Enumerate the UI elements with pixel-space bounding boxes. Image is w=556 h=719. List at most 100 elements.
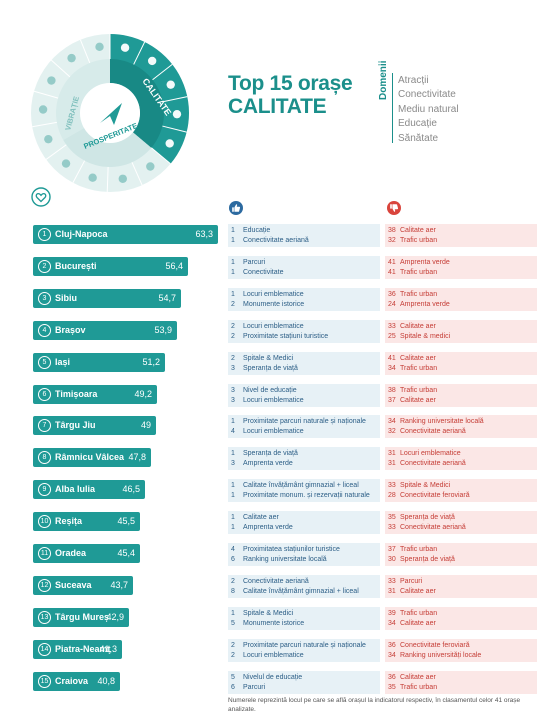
city-name: Craiova xyxy=(55,676,89,686)
indicator-name: Ranking universitate locală xyxy=(400,418,484,425)
indicator-name: Conectivitate aeriană xyxy=(400,459,466,467)
indicator-line: 3 Amprenta verde xyxy=(231,459,380,469)
indicator-rank: 31 xyxy=(388,450,396,457)
indicator-rank: 8 xyxy=(231,587,235,595)
indicator-rank: 2 xyxy=(231,332,235,340)
page-title: Top 15 orașe CALITATE xyxy=(228,72,353,118)
city-name: Sibiu xyxy=(55,293,77,303)
domains-list: Atracții Conectivitate Mediu natural Edu… xyxy=(398,74,459,146)
indicator-name: Calitate aer xyxy=(400,587,436,595)
indicator-line: 6 Parcuri xyxy=(231,683,380,693)
rank-badge: 1 xyxy=(38,228,51,241)
domain-item: Atracții xyxy=(398,75,429,86)
indicator-name: Calitate aer xyxy=(400,323,436,330)
indicator-line: 31 Calitate aer xyxy=(388,587,537,597)
indicator-rank: 2 xyxy=(231,300,235,308)
indicator-name: Trafic urban xyxy=(400,236,438,244)
category-icon xyxy=(118,174,127,183)
indicator-rank: 2 xyxy=(231,355,235,362)
indicator-line: 38 Trafic urban xyxy=(388,386,537,396)
indicator-name: Spitale & Medici xyxy=(243,355,294,362)
indicator-name: Proximitate monum. și rezervații natural… xyxy=(243,491,370,499)
indicator-rank: 2 xyxy=(231,323,235,330)
heart-icon xyxy=(31,187,51,207)
wheel-spoke xyxy=(162,125,187,133)
indicator-name: Locuri emblematice xyxy=(400,450,461,457)
city-bar: 7 Târgu Jiu 49 xyxy=(33,416,156,435)
strengths-box: 5 Nivelul de educație 6 Parcuri xyxy=(228,671,380,694)
indicator-name: Speranța de viață xyxy=(400,514,455,521)
indicator-name: Trafic urban xyxy=(400,291,438,298)
weaknesses-box: 33 Spitale & Medici 28 Conectivitate ferovi… xyxy=(385,479,537,502)
category-icon xyxy=(166,80,175,89)
indicator-rank: 28 xyxy=(388,491,396,499)
indicator-rank: 1 xyxy=(231,291,235,298)
weaknesses-box: 38 Trafic urban 37 Calitate aer xyxy=(385,384,537,407)
indicator-name: Conectivitate aeriană xyxy=(400,523,466,531)
indicator-name: Proximitate parcuri naturale și național… xyxy=(243,418,366,425)
wheel-spoke xyxy=(33,90,59,99)
indicator-line: 37 Trafic urban xyxy=(388,545,537,555)
strengths-box: 1 Speranța de viață 3 Amprenta verde xyxy=(228,447,380,470)
city-score: 56,4 xyxy=(165,261,183,271)
domain-item: Educație xyxy=(398,118,437,130)
indicator-name: Conectivitate aeriană xyxy=(400,427,466,435)
indicator-line: 1 Proximitate monum. și rezervații natura… xyxy=(231,491,380,501)
indicator-rank: 33 xyxy=(388,523,396,531)
indicator-line: 4 Locuri emblematice xyxy=(231,427,380,437)
city-name: Brașov xyxy=(55,325,86,335)
indicator-rank: 34 xyxy=(388,364,396,372)
indicator-rank: 2 xyxy=(231,651,235,659)
indicator-name: Spitale & Medici xyxy=(400,482,451,489)
indicator-line: 34 Ranking universitate locală xyxy=(388,417,537,427)
city-bar: 13 Târgu Mureș 42,9 xyxy=(33,608,129,627)
indicator-line: 41 Amprenta verde xyxy=(388,258,537,268)
indicator-line: 2 Spitale & Medici xyxy=(231,354,380,364)
indicator-rank: 33 xyxy=(388,323,396,330)
strengths-box: 1 Parcuri 1 Conectivitate xyxy=(228,256,380,279)
indicator-name: Amprenta verde xyxy=(400,259,450,266)
indicator-name: Trafic urban xyxy=(400,610,438,617)
indicator-line: 33 Calitate aer xyxy=(388,322,537,332)
indicator-line: 34 Ranking universități locale xyxy=(388,651,537,661)
indicator-rank: 35 xyxy=(388,514,396,521)
domains-label: Domenii xyxy=(378,60,389,100)
indicator-name: Trafic urban xyxy=(400,364,438,372)
indicator-rank: 1 xyxy=(231,514,235,521)
indicator-rank: 2 xyxy=(231,642,235,649)
indicator-rank: 34 xyxy=(388,418,396,425)
wheel-spoke xyxy=(151,147,171,165)
indicator-line: 1 Conectivitate xyxy=(231,268,380,278)
wheel-spoke xyxy=(106,166,109,192)
strengths-box: 1 Proximitate parcuri naturale și naționa… xyxy=(228,415,380,438)
category-icon xyxy=(95,42,104,52)
rank-badge: 10 xyxy=(38,515,51,528)
weaknesses-box: 39 Trafic urban 34 Calitate aer xyxy=(385,607,537,630)
indicator-rank: 1 xyxy=(231,268,235,276)
indicator-rank: 41 xyxy=(388,259,396,266)
strengths-box: 1 Locuri emblematice 2 Monumente istorice xyxy=(228,288,380,311)
city-bar: 8 Râmnicu Vâlcea 47,8 xyxy=(33,448,151,467)
city-name: Râmnicu Vâlcea xyxy=(55,452,125,462)
category-icon xyxy=(120,43,130,52)
indicator-name: Trafic urban xyxy=(400,683,438,691)
weaknesses-box: 36 Conectivitate feroviară 34 Ranking unive… xyxy=(385,639,537,662)
rank-badge: 4 xyxy=(38,324,51,337)
wheel-spoke xyxy=(133,41,146,65)
weaknesses-box: 36 Calitate aer 35 Trafic urban xyxy=(385,671,537,694)
category-icon xyxy=(146,162,155,171)
city-score: 45,5 xyxy=(117,516,135,526)
indicator-name: Proximitate stațiuni turistice xyxy=(243,332,329,340)
indicator-name: Calitate aer xyxy=(400,619,436,627)
wheel-calitate-inner xyxy=(110,59,164,148)
wheel-spoke xyxy=(152,63,173,81)
domain-item: Mediu natural xyxy=(398,103,459,115)
indicator-line: 2 Monumente istorice xyxy=(231,300,380,310)
indicator-name: Speranța de viață xyxy=(400,555,455,563)
wheel-spoke xyxy=(32,121,57,128)
indicator-line: 37 Calitate aer xyxy=(388,396,537,406)
wheel-center xyxy=(80,83,140,143)
indicator-rank: 24 xyxy=(388,300,396,308)
indicator-line: 1 Spitale & Medici xyxy=(231,609,380,619)
indicator-rank: 38 xyxy=(388,227,396,234)
